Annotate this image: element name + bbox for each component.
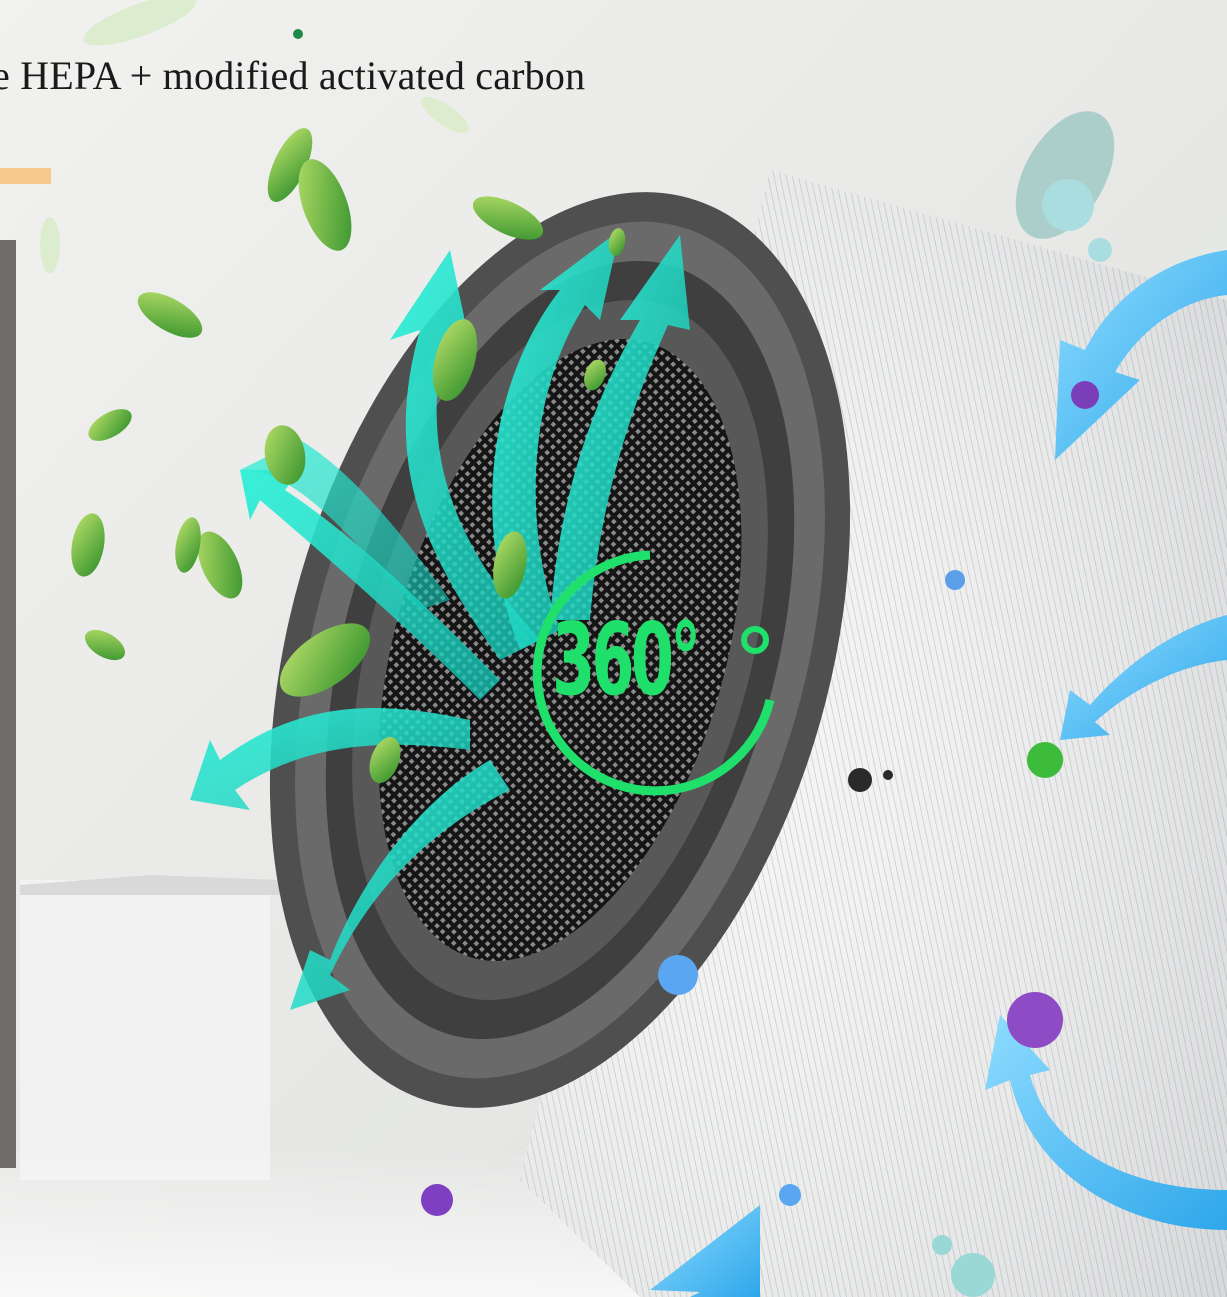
headline: e HEPA + modified activated carbon <box>0 53 586 98</box>
accent-bar <box>0 168 51 184</box>
rotation-badge-text: 360° <box>552 601 701 718</box>
side-panel <box>0 240 16 1168</box>
